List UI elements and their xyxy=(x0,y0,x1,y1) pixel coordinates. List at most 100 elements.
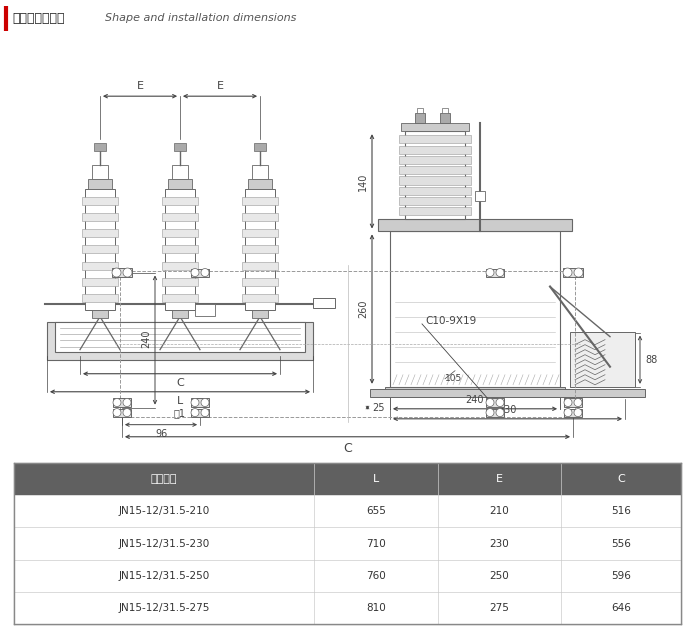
Bar xyxy=(242,245,278,253)
Bar xyxy=(162,245,198,253)
Bar xyxy=(165,190,195,310)
Bar xyxy=(191,408,209,416)
Ellipse shape xyxy=(574,399,582,406)
Text: E: E xyxy=(217,81,224,91)
Text: 760: 760 xyxy=(366,571,386,581)
Bar xyxy=(14,559,681,592)
Bar xyxy=(486,269,504,277)
Bar xyxy=(82,197,118,205)
Bar xyxy=(162,214,198,221)
Bar xyxy=(94,143,106,151)
Bar xyxy=(172,310,188,318)
Text: E: E xyxy=(496,475,503,484)
Text: E: E xyxy=(136,81,143,91)
Bar xyxy=(168,179,192,190)
Bar xyxy=(563,268,583,277)
Bar xyxy=(442,108,448,113)
Text: C: C xyxy=(617,475,625,484)
Bar xyxy=(92,310,108,318)
Bar xyxy=(252,166,268,179)
Bar xyxy=(401,123,469,131)
Bar xyxy=(415,113,425,123)
Bar xyxy=(82,262,118,269)
Text: JN15-12/31.5-210: JN15-12/31.5-210 xyxy=(118,506,210,516)
Bar xyxy=(82,245,118,253)
Bar xyxy=(390,231,560,387)
Bar xyxy=(82,229,118,238)
Ellipse shape xyxy=(564,399,572,406)
Bar xyxy=(85,190,115,310)
Bar xyxy=(191,269,209,277)
Bar xyxy=(399,166,471,174)
Bar xyxy=(486,399,504,406)
Text: 646: 646 xyxy=(611,603,631,612)
Ellipse shape xyxy=(112,268,121,277)
Text: 260: 260 xyxy=(358,300,368,319)
Text: 596: 596 xyxy=(611,571,631,581)
Bar xyxy=(47,322,313,360)
Bar xyxy=(385,387,565,397)
Bar xyxy=(162,229,198,238)
Text: 275: 275 xyxy=(489,603,509,612)
Bar xyxy=(399,135,471,143)
Bar xyxy=(405,131,465,219)
Text: 210: 210 xyxy=(489,506,509,516)
Text: 250: 250 xyxy=(489,571,509,581)
Ellipse shape xyxy=(496,408,504,416)
Text: 外形及安装尺寸: 外形及安装尺寸 xyxy=(12,12,65,25)
Bar xyxy=(113,408,131,416)
Bar xyxy=(399,207,471,216)
Ellipse shape xyxy=(201,269,209,277)
Text: 556: 556 xyxy=(611,538,631,549)
Text: 型号规格: 型号规格 xyxy=(151,475,177,484)
Bar xyxy=(14,495,681,528)
Bar xyxy=(440,113,450,123)
Bar xyxy=(82,294,118,301)
Ellipse shape xyxy=(486,399,494,406)
Text: 图1: 图1 xyxy=(174,408,186,418)
Bar xyxy=(162,197,198,205)
Text: 96: 96 xyxy=(155,428,167,439)
Bar xyxy=(564,408,582,416)
Bar xyxy=(564,399,582,406)
Bar xyxy=(113,399,131,406)
Ellipse shape xyxy=(191,408,199,416)
Ellipse shape xyxy=(563,268,572,277)
Bar xyxy=(254,143,266,151)
Text: 25: 25 xyxy=(373,403,385,413)
Text: 240: 240 xyxy=(466,395,484,404)
Ellipse shape xyxy=(113,399,121,406)
Text: 710: 710 xyxy=(366,538,386,549)
Bar xyxy=(162,294,198,301)
Ellipse shape xyxy=(123,268,132,277)
Bar xyxy=(399,145,471,154)
Bar xyxy=(172,166,188,179)
Bar xyxy=(195,303,215,315)
Text: Shape and installation dimensions: Shape and installation dimensions xyxy=(105,13,296,23)
Text: L: L xyxy=(373,475,379,484)
Bar xyxy=(378,219,572,231)
Ellipse shape xyxy=(496,399,504,406)
Text: 330: 330 xyxy=(498,405,516,415)
Bar xyxy=(399,187,471,195)
Ellipse shape xyxy=(113,408,121,416)
Text: 105: 105 xyxy=(445,374,462,383)
Ellipse shape xyxy=(496,269,504,277)
Ellipse shape xyxy=(191,269,199,277)
Bar xyxy=(252,310,268,318)
Bar xyxy=(475,191,485,202)
Text: 140: 140 xyxy=(358,172,368,190)
Bar xyxy=(82,214,118,221)
Bar xyxy=(14,528,681,559)
Bar xyxy=(14,592,681,624)
Bar xyxy=(399,176,471,185)
Bar xyxy=(82,277,118,286)
Bar xyxy=(417,108,423,113)
Text: JN15-12/31.5-250: JN15-12/31.5-250 xyxy=(118,571,210,581)
Bar xyxy=(55,322,305,351)
Text: C: C xyxy=(343,442,352,455)
Ellipse shape xyxy=(574,268,583,277)
Text: 240: 240 xyxy=(141,329,151,348)
Bar xyxy=(162,262,198,269)
Bar xyxy=(245,190,275,310)
